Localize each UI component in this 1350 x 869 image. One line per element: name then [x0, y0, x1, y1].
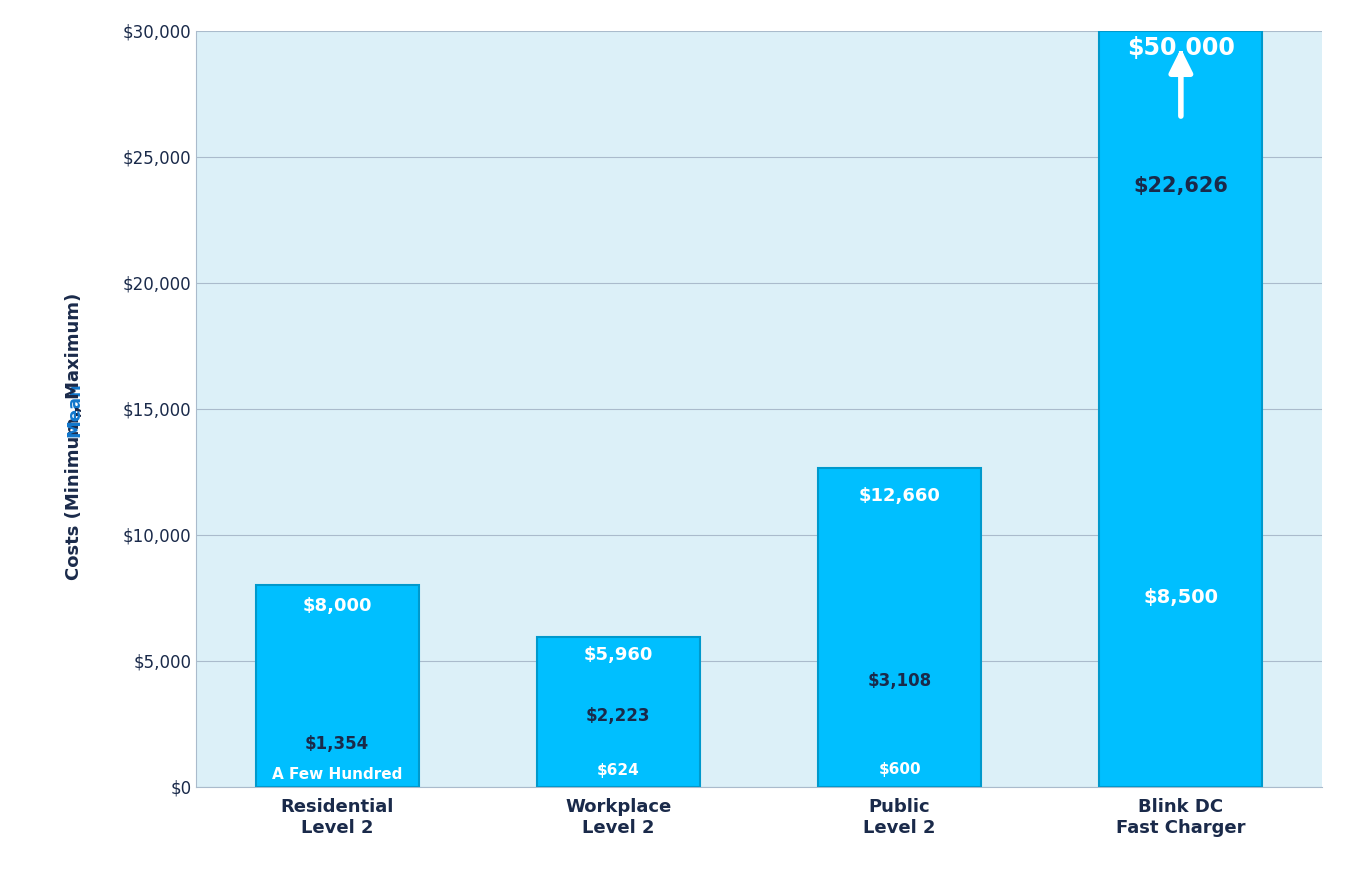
- Text: Costs (Minimum,: Costs (Minimum,: [65, 404, 84, 580]
- Text: Mean: Mean: [65, 382, 84, 437]
- Bar: [1099, 30, 1262, 786]
- Text: $50,000: $50,000: [1127, 36, 1235, 60]
- Text: $2,223: $2,223: [586, 707, 651, 725]
- Text: $1,354: $1,354: [305, 735, 370, 753]
- Text: $600: $600: [879, 761, 921, 777]
- Text: $624: $624: [597, 763, 640, 778]
- Bar: [255, 585, 418, 786]
- Text: $5,960: $5,960: [583, 646, 653, 664]
- Text: $8,500: $8,500: [1143, 588, 1218, 607]
- Text: $12,660: $12,660: [859, 487, 941, 505]
- Text: $3,108: $3,108: [868, 672, 932, 690]
- Text: , Maximum): , Maximum): [65, 292, 84, 412]
- Bar: [537, 636, 699, 786]
- Bar: [818, 468, 981, 786]
- Text: $8,000: $8,000: [302, 597, 371, 615]
- Text: A Few Hundred: A Few Hundred: [271, 766, 402, 782]
- Text: $22,626: $22,626: [1134, 176, 1228, 196]
